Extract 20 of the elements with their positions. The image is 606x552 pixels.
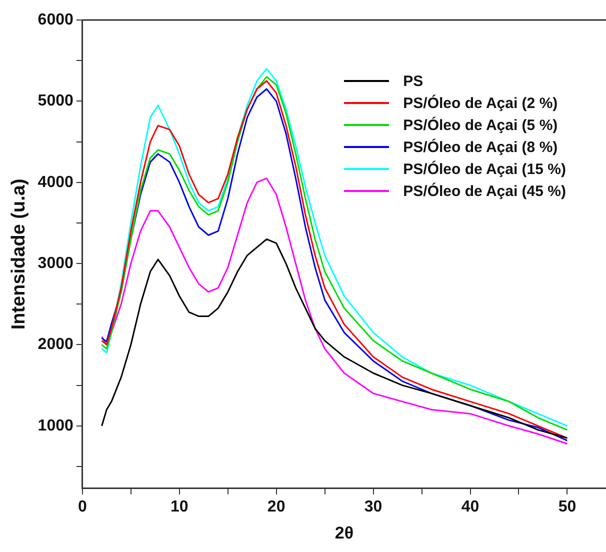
legend-label: PS/Óleo de Açai (15 %) — [403, 160, 566, 178]
x-tick-label: 30 — [364, 498, 382, 516]
x-tick-label: 10 — [170, 498, 188, 516]
x-tick-label: 0 — [78, 498, 87, 516]
y-axis-title: Intensidade (u.a) — [8, 178, 30, 330]
y-tick-label: 6000 — [38, 11, 74, 28]
legend-label: PS — [403, 72, 424, 90]
x-tick-label: 40 — [461, 498, 480, 516]
y-tick-label: 1000 — [38, 417, 74, 434]
x-tick-label: 20 — [267, 498, 286, 516]
y-tick-label: 5000 — [38, 92, 74, 110]
x-axis-title: 2θ — [334, 523, 354, 542]
legend-label: PS/Óleo de Açai (45 %) — [403, 182, 566, 200]
y-tick-label: 4000 — [38, 174, 74, 191]
y-tick-label: 3000 — [38, 254, 74, 272]
y-tick-label: 2000 — [38, 336, 74, 354]
legend-label: PS/Óleo de Açai (5 %) — [403, 116, 558, 134]
legend-label: PS/Óleo de Açai (2 %) — [403, 94, 558, 112]
legend-label: PS/Óleo de Açai (8 %) — [403, 138, 558, 156]
x-tick-label: 50 — [558, 498, 576, 516]
